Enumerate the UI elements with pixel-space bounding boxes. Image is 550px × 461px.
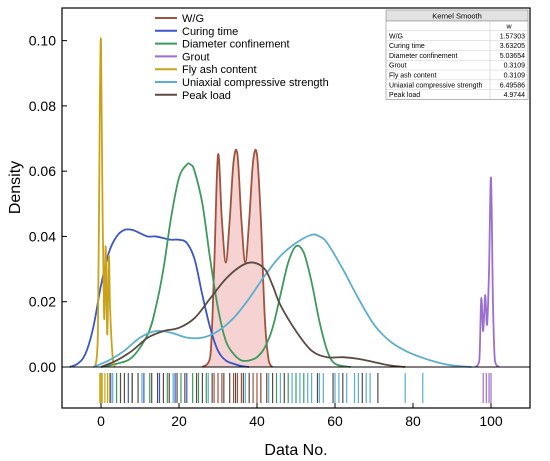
density-fill-w-g bbox=[202, 149, 273, 367]
y-axis-label: Density bbox=[7, 161, 24, 214]
table-row-value: 0.3109 bbox=[504, 73, 526, 80]
density-curve-diameter-confinement bbox=[100, 162, 351, 368]
legend-label-curing-time: Curing time bbox=[182, 26, 238, 38]
density-curve-w-g bbox=[201, 148, 274, 368]
rug-strip bbox=[99, 373, 492, 403]
density-curve-curing-time bbox=[69, 228, 250, 368]
x-tick-label: 0 bbox=[97, 413, 105, 429]
table-row-label: Curing time bbox=[389, 43, 425, 50]
y-tick-label: 0.10 bbox=[29, 33, 56, 49]
y-tick-label: 0.02 bbox=[29, 294, 56, 310]
legend-label-diameter-confinement: Diameter confinement bbox=[182, 39, 290, 51]
x-tick-label: 20 bbox=[171, 413, 187, 429]
legend-label-fly-ash-content: Fly ash content bbox=[182, 64, 257, 76]
x-tick-label: 80 bbox=[405, 413, 421, 429]
x-axis-label: Data No. bbox=[264, 442, 327, 459]
density-fills bbox=[202, 149, 273, 367]
table-row-value: 0.3109 bbox=[504, 63, 526, 70]
density-curve-fly-ash-content bbox=[94, 37, 116, 368]
legend-label-w-g: W/G bbox=[182, 13, 204, 25]
x-tick-label: 100 bbox=[479, 413, 503, 429]
density-curve-uniaxial-compressive-strength bbox=[92, 233, 472, 368]
table-row-value: 1.57303 bbox=[500, 33, 525, 40]
table-row-label: Grout bbox=[389, 63, 407, 70]
table-row-value: 6.49586 bbox=[500, 82, 525, 89]
table-row-label: Fly ash content bbox=[389, 73, 437, 80]
axes: 0.00 0.02 0.04 0.06 0.08 0.10 0 20 40 60 80 100 Data… bbox=[7, 7, 531, 459]
x-tick-label: 60 bbox=[327, 413, 343, 429]
y-tick-label: 0.06 bbox=[29, 163, 56, 179]
table-row-value: 5.03654 bbox=[500, 53, 525, 60]
density-curve-peak-load bbox=[100, 261, 406, 368]
table-title: Kernel Smooth bbox=[432, 12, 482, 21]
kernel-smooth-table: Kernel Smooth w W/G 1.57303 Curing time 3.632… bbox=[385, 9, 529, 100]
legend-label-peak-load: Peak load bbox=[182, 90, 231, 102]
y-tick-label: 0.00 bbox=[29, 359, 56, 375]
table-column-header: w bbox=[505, 24, 512, 31]
legend-label-uniaxial-compressive-strength: Uniaxial compressive strength bbox=[182, 77, 329, 89]
table-row-label: Diameter confinement bbox=[389, 53, 458, 60]
table-row-label: W/G bbox=[389, 33, 403, 40]
density-curve-grout bbox=[474, 176, 500, 368]
plot-frame bbox=[61, 7, 531, 409]
legend-label-grout: Grout bbox=[182, 51, 210, 63]
table-row-value: 3.63205 bbox=[500, 43, 525, 50]
table-row-label: Uniaxial compressive strength bbox=[389, 82, 482, 89]
table-row-label: Peak load bbox=[389, 92, 420, 99]
x-tick-label: 40 bbox=[249, 413, 265, 429]
density-curves bbox=[69, 37, 500, 368]
table-row-value: 4.9744 bbox=[504, 92, 526, 99]
y-tick-label: 0.04 bbox=[29, 228, 56, 244]
y-tick-label: 0.08 bbox=[29, 98, 56, 114]
